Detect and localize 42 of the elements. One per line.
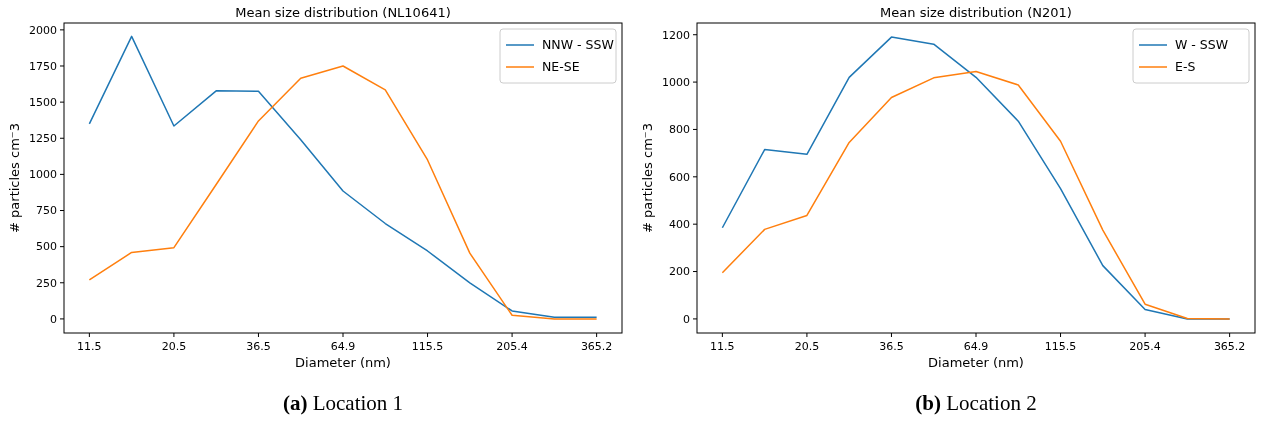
x-tick-label: 205.4 (496, 340, 528, 353)
x-tick-label: 205.4 (1129, 340, 1161, 353)
y-tick-label: 1000 (29, 168, 57, 182)
x-tick-label: 64.9 (963, 340, 989, 353)
x-tick-label: 115.5 (1044, 340, 1077, 353)
y-tick-label: 1250 (29, 132, 57, 146)
y-tick-label: 1750 (29, 59, 57, 73)
y-tick-label: 600 (669, 170, 690, 184)
x-tick-label: 20.5 (794, 340, 820, 353)
x-tick-label: 365.2 (1213, 340, 1246, 353)
y-tick-label: 1200 (662, 28, 690, 42)
x-axis-title: Diameter (nm) (295, 355, 391, 370)
y-tick-label: 2000 (29, 23, 57, 37)
y-axis-title: # particles cm⁻3 (640, 123, 655, 233)
y-tick-label: 0 (50, 312, 57, 326)
y-tick-label: 500 (36, 240, 57, 254)
x-tick-label: 20.5 (161, 340, 187, 353)
y-tick-label: 0 (683, 312, 690, 326)
chart-title: Mean size distribution (NL10641) (235, 5, 451, 20)
x-tick-label: 36.5 (879, 340, 904, 353)
x-axis-title: Diameter (nm) (928, 355, 1024, 370)
x-tick-label: 115.5 (411, 340, 444, 353)
text: (a) Location 1 (282, 391, 404, 415)
y-tick-label: 750 (36, 204, 57, 218)
x-tick-label: 11.5 (710, 340, 735, 353)
y-tick-label: 1500 (29, 95, 57, 109)
x-tick-label: 11.5 (77, 340, 102, 353)
y-tick-label: 800 (669, 123, 690, 137)
legend-label: NNW - SSW (542, 37, 614, 53)
legend-label: W - SSW (1175, 37, 1229, 53)
y-tick-label: 250 (36, 276, 57, 290)
chart-title: Mean size distribution (N201) (880, 5, 1072, 20)
y-tick-label: 400 (669, 218, 690, 232)
x-tick-label: 365.2 (580, 340, 613, 353)
y-axis-title: # particles cm⁻3 (7, 123, 22, 233)
x-tick-label: 36.5 (246, 340, 271, 353)
text: (b) Location 2 (915, 391, 1037, 415)
y-tick-label: 1000 (662, 75, 690, 89)
legend-label: NE-SE (542, 59, 580, 75)
legend-label: E-S (1175, 59, 1196, 75)
x-tick-label: 64.9 (330, 340, 356, 353)
y-tick-label: 200 (669, 265, 690, 279)
